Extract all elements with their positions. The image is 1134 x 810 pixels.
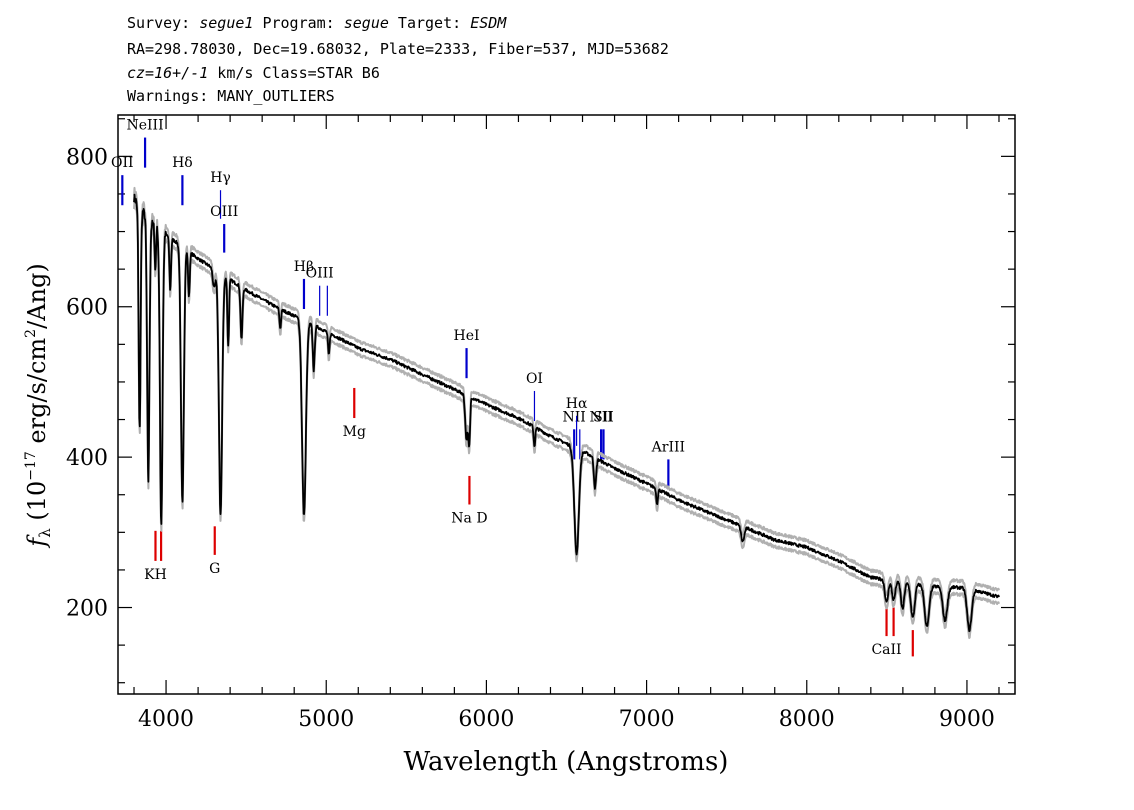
line-marker-label: NII xyxy=(563,409,586,425)
line-marker-label: HeI xyxy=(454,328,480,344)
line-marker-label: OI xyxy=(526,371,543,387)
line-annotations: OIINeIIIHδHγOIIIHβOIIIHeIOINIIHαNIISIIAr… xyxy=(111,118,914,658)
header-line-1: Survey: segue1 Program: segue Target: ES… xyxy=(127,14,506,32)
line-marker-label: Hα xyxy=(566,396,588,412)
header-line-2: RA=298.78030, Dec=19.68032, Plate=2333, … xyxy=(127,40,669,58)
y-tick-label: 200 xyxy=(66,597,108,622)
x-tick-label: 6000 xyxy=(458,707,514,732)
line-marker-label: OIII xyxy=(306,266,334,282)
y-tick-label: 800 xyxy=(66,145,108,170)
line-marker-label: OII xyxy=(111,155,134,171)
x-axis-label: Wavelength (Angstroms) xyxy=(404,747,729,777)
line-marker-label: KH xyxy=(144,567,167,583)
line-marker-label: G xyxy=(209,561,220,577)
line-marker-label: OIII xyxy=(210,204,238,220)
line-marker-label: Hδ xyxy=(172,155,193,171)
target-value: ESDM xyxy=(470,14,507,32)
program-label: Program: xyxy=(253,14,344,32)
header-line-3: cz=16+/-1 km/s Class=STAR B6 xyxy=(127,64,380,82)
y-tick-label: 400 xyxy=(66,446,108,471)
x-tick-label: 5000 xyxy=(298,707,354,732)
line-marker-label: Hγ xyxy=(210,170,231,186)
line-marker-label: Hβ xyxy=(294,259,314,275)
class-text: km/s Class=STAR B6 xyxy=(208,64,380,82)
plot-frame xyxy=(117,114,1016,695)
x-tick-label: 4000 xyxy=(138,707,194,732)
spectrum-line xyxy=(133,193,1000,633)
program-value: segue xyxy=(343,14,389,32)
line-marker-label: Na D xyxy=(451,511,487,527)
x-tick-label: 8000 xyxy=(779,707,835,732)
line-marker-label: SII xyxy=(593,409,614,425)
axes: 4000 5000 6000 7000 8000 9000 200 400 600 800 xyxy=(66,115,1015,732)
y-axis-label: fλ (10−17 erg/s/cm2/Ang) xyxy=(23,263,54,548)
target-label: Target: xyxy=(388,14,471,32)
survey-label: Survey: xyxy=(127,14,200,32)
cz-value: cz=16+/-1 xyxy=(127,64,209,82)
line-marker-label: CaII xyxy=(871,642,901,658)
survey-value: segue1 xyxy=(199,14,254,32)
x-tick-label: 9000 xyxy=(939,707,995,732)
line-marker-label: NeIII xyxy=(126,118,163,134)
line-marker-label: Mg xyxy=(343,424,366,440)
y-tick-label: 600 xyxy=(66,296,108,321)
line-marker-label: ArIII xyxy=(651,439,685,455)
line-marker-label: NII xyxy=(589,409,612,425)
x-tick-label: 7000 xyxy=(619,707,675,732)
header-line-4: Warnings: MANY_OUTLIERS xyxy=(127,87,335,105)
